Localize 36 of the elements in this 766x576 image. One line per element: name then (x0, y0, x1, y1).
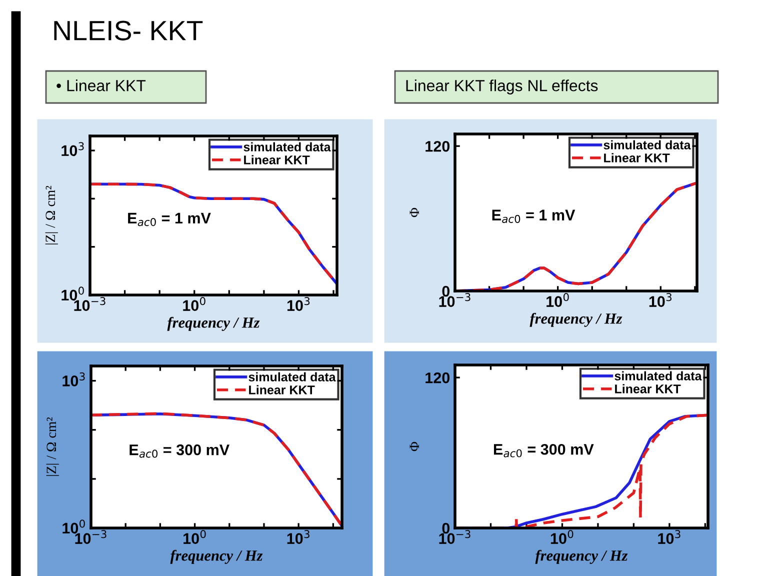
y-tick-label: 120 (426, 372, 450, 384)
legend-label: Linear KKT (604, 153, 670, 162)
x-tick-label: 10$^{0}$ (184, 530, 206, 544)
text: • Linear KKT (56, 80, 146, 92)
legend-label: simulated data (248, 372, 336, 382)
y-axis-title: Φ (410, 442, 419, 452)
legend-label: Linear KKT (244, 155, 310, 164)
y-tick-label: 10$^{3}$ (62, 142, 84, 156)
text: Linear KKT flags NL effects (406, 80, 598, 94)
x-axis-title: frequency / Hz (530, 312, 622, 327)
legend-label: simulated data (614, 371, 702, 380)
x-tick-label: 10$^{3}$ (649, 293, 672, 307)
legend-label: Linear KKT (615, 384, 681, 394)
y-axis-title: Φ (410, 208, 419, 218)
x-tick-label: 10$^{3}$ (287, 297, 310, 311)
annotation: E$_{ac0}$ = 1 mV (492, 210, 576, 223)
x-tick-label: 10$^{0}$ (546, 293, 569, 307)
x-tick-label: 10$^{0}$ (183, 297, 206, 311)
x-axis-title: frequency / Hz (535, 550, 628, 564)
y-axis-title: |Z| / Ω cm² (45, 186, 58, 244)
y-axis-title: |Z| / Ω cm² (46, 417, 59, 476)
legend-label: Linear KKT (249, 385, 315, 394)
annotation: E$_{ac0}$ = 1 mV (128, 212, 211, 226)
x-tick-label: 10$^{3}$ (287, 530, 310, 544)
y-tick-label: 10$^{3}$ (62, 372, 85, 386)
x-axis-title: frequency / Hz (170, 550, 263, 564)
chart-title: NLEIS- KKT (54, 20, 203, 40)
y-tick-label: 10$^{0}$ (62, 520, 85, 534)
x-axis-title: frequency / Hz (167, 316, 260, 331)
legend-label: simulated data (604, 140, 691, 150)
annotation: E$_{ac0}$ = 300 mV (130, 444, 230, 458)
legend-label: simulated data (244, 142, 331, 152)
y-tick-label: 120 (426, 140, 450, 152)
x-tick-label: 10$^{0}$ (550, 530, 574, 544)
x-tick-label: 10$^{3}$ (658, 530, 680, 544)
annotation: E$_{ac0}$ = 300 mV (494, 444, 594, 458)
